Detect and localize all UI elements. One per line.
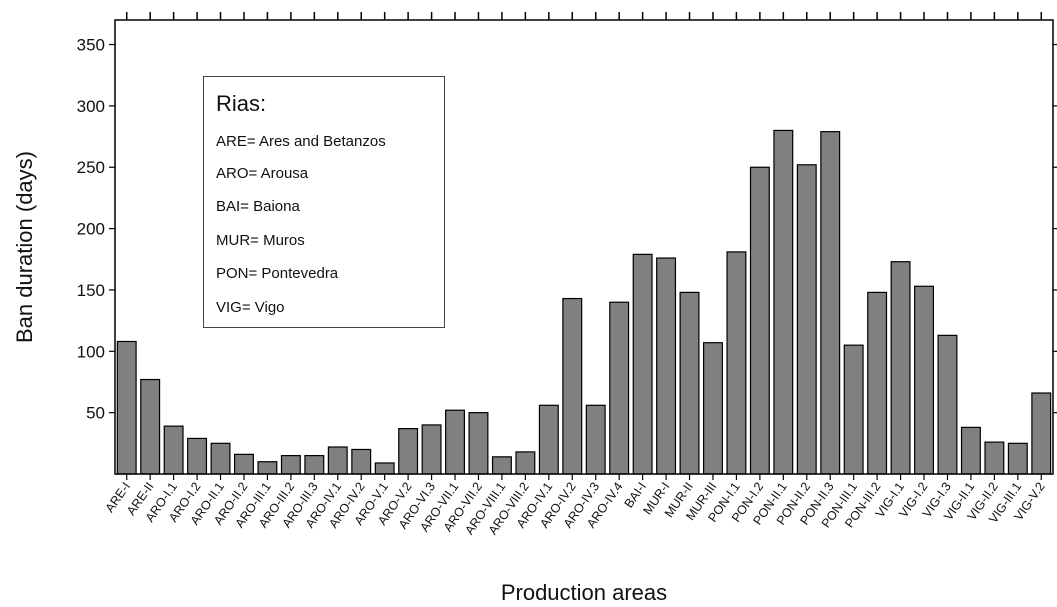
bar-aro-iv.3 xyxy=(585,404,606,475)
legend-title: Rias: xyxy=(216,91,267,116)
bar-pon-i.2 xyxy=(749,166,770,475)
bar-aro-iii.1 xyxy=(257,461,278,475)
y-axis-label: Ban duration (days) xyxy=(12,151,37,343)
bar-vig-i.3 xyxy=(937,334,958,475)
plot-frame xyxy=(114,19,1054,475)
bar-aro-v.1 xyxy=(374,462,395,475)
bar-vig-i.1 xyxy=(890,261,911,475)
bar-aro-vii.1 xyxy=(445,409,466,475)
bar-aro-iii.2 xyxy=(280,454,301,475)
y-tick-label: 350 xyxy=(77,36,105,55)
bar-aro-viii.1 xyxy=(491,456,512,475)
y-tick-label: 50 xyxy=(86,404,105,423)
bar-aro-iv.2 xyxy=(562,297,583,475)
top-ticks xyxy=(125,12,1043,20)
bar-aro-iii.3 xyxy=(304,454,325,475)
bar-vig-iii.1 xyxy=(1007,442,1028,475)
legend-item-pon: PON= Pontevedra xyxy=(216,265,339,282)
legend-item-vig: VIG= Vigo xyxy=(216,299,285,316)
bar-pon-ii.1 xyxy=(773,129,794,475)
bar-aro-iv.2 xyxy=(351,448,372,475)
legend: Rias: ARE= Ares and Betanzos ARO= Arousa… xyxy=(203,76,445,328)
bar-are-ii xyxy=(140,378,161,475)
legend-item-bai: BAI= Baiona xyxy=(216,198,300,215)
bar-mur-ii xyxy=(679,291,700,475)
bar-vig-ii.2 xyxy=(984,441,1005,475)
bar-vig-ii.1 xyxy=(960,426,981,475)
bar-bai-i xyxy=(632,253,653,475)
bar-pon-iii.1 xyxy=(843,344,864,475)
bar-aro-ii.1 xyxy=(210,442,231,475)
y-axis: 50 100 150 200 250 300 350 xyxy=(77,36,1057,423)
bar-vig-v.2 xyxy=(1031,392,1052,475)
bar-aro-i.1 xyxy=(163,425,184,475)
bar-aro-iv.1 xyxy=(327,446,348,475)
bar-aro-viii.2 xyxy=(515,451,536,475)
y-tick-label: 300 xyxy=(77,97,105,116)
bar-mur-iii xyxy=(702,342,723,475)
bar-aro-iv.1 xyxy=(538,404,559,475)
legend-item-aro: ARO= Arousa xyxy=(216,165,309,182)
y-tick-label: 250 xyxy=(77,158,105,177)
bar-mur-i xyxy=(656,257,677,475)
bar-aro-iv.4 xyxy=(609,301,630,475)
legend-item-mur: MUR= Muros xyxy=(216,232,305,249)
y-tick-label: 200 xyxy=(77,220,105,239)
x-axis-label: Production areas xyxy=(501,580,667,605)
bars-group xyxy=(116,129,1052,475)
bar-aro-vii.2 xyxy=(468,412,489,475)
bar-are-i xyxy=(116,340,137,475)
bar-pon-i.1 xyxy=(726,251,747,475)
legend-item-are: ARE= Ares and Betanzos xyxy=(216,133,386,150)
bar-vig-i.2 xyxy=(914,285,935,475)
bar-aro-vi.3 xyxy=(421,424,442,475)
bar-pon-ii.3 xyxy=(820,131,841,475)
y-tick-label: 100 xyxy=(77,342,105,361)
bar-aro-i.2 xyxy=(187,437,208,475)
bar-pon-iii.2 xyxy=(867,291,888,475)
y-tick-label: 150 xyxy=(77,281,105,300)
x-axis: ARE-IARE-IIARO-I.1ARO-I.2ARO-II.1ARO-II.… xyxy=(103,474,1048,537)
bar-pon-ii.2 xyxy=(796,164,817,475)
bar-aro-ii.2 xyxy=(233,453,254,475)
bar-aro-v.2 xyxy=(398,428,419,475)
